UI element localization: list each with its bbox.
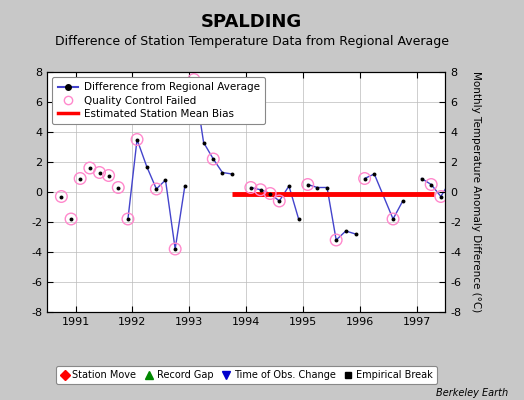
Point: [247, 184, 255, 191]
Point: [171, 246, 179, 252]
Point: [76, 175, 84, 182]
Point: [95, 169, 104, 176]
Point: [389, 216, 397, 222]
Point: [114, 184, 123, 191]
Point: [323, 184, 331, 191]
Point: [427, 181, 435, 188]
Point: [133, 136, 141, 143]
Point: [76, 175, 84, 182]
Point: [104, 172, 113, 179]
Point: [417, 175, 425, 182]
Point: [152, 186, 160, 192]
Point: [171, 246, 179, 252]
Point: [124, 216, 132, 222]
Point: [294, 216, 303, 222]
Point: [67, 216, 75, 222]
Point: [57, 193, 66, 200]
Point: [285, 183, 293, 189]
Point: [427, 181, 435, 188]
Point: [256, 186, 265, 193]
Point: [256, 186, 265, 193]
Point: [275, 198, 283, 204]
Point: [143, 163, 151, 170]
Point: [361, 175, 369, 182]
Point: [228, 171, 236, 177]
Point: [152, 186, 160, 192]
Point: [351, 231, 359, 237]
Point: [303, 181, 312, 188]
Point: [85, 165, 94, 171]
Point: [266, 190, 275, 197]
Text: Berkeley Earth: Berkeley Earth: [436, 388, 508, 398]
Point: [104, 172, 113, 179]
Text: Difference of Station Temperature Data from Regional Average: Difference of Station Temperature Data f…: [54, 36, 449, 48]
Point: [332, 237, 341, 243]
Point: [190, 76, 198, 83]
Point: [133, 136, 141, 143]
Point: [332, 237, 341, 243]
Point: [266, 190, 275, 197]
Point: [57, 193, 66, 200]
Point: [218, 169, 226, 176]
Point: [361, 175, 369, 182]
Point: [200, 139, 208, 146]
Point: [95, 169, 104, 176]
Point: [389, 216, 397, 222]
Point: [275, 198, 283, 204]
Point: [209, 156, 217, 162]
Point: [161, 177, 170, 183]
Point: [114, 184, 123, 191]
Point: [370, 171, 378, 177]
Point: [436, 193, 445, 200]
Legend: Station Move, Record Gap, Time of Obs. Change, Empirical Break: Station Move, Record Gap, Time of Obs. C…: [56, 366, 436, 384]
Point: [67, 216, 75, 222]
Point: [190, 76, 198, 83]
Point: [181, 183, 189, 189]
Point: [247, 184, 255, 191]
Y-axis label: Monthly Temperature Anomaly Difference (°C): Monthly Temperature Anomaly Difference (…: [471, 71, 481, 313]
Point: [303, 181, 312, 188]
Point: [446, 178, 454, 185]
Point: [85, 165, 94, 171]
Point: [209, 156, 217, 162]
Text: SPALDING: SPALDING: [201, 13, 302, 31]
Point: [436, 193, 445, 200]
Point: [342, 228, 350, 234]
Point: [313, 184, 322, 191]
Point: [399, 198, 407, 204]
Point: [124, 216, 132, 222]
